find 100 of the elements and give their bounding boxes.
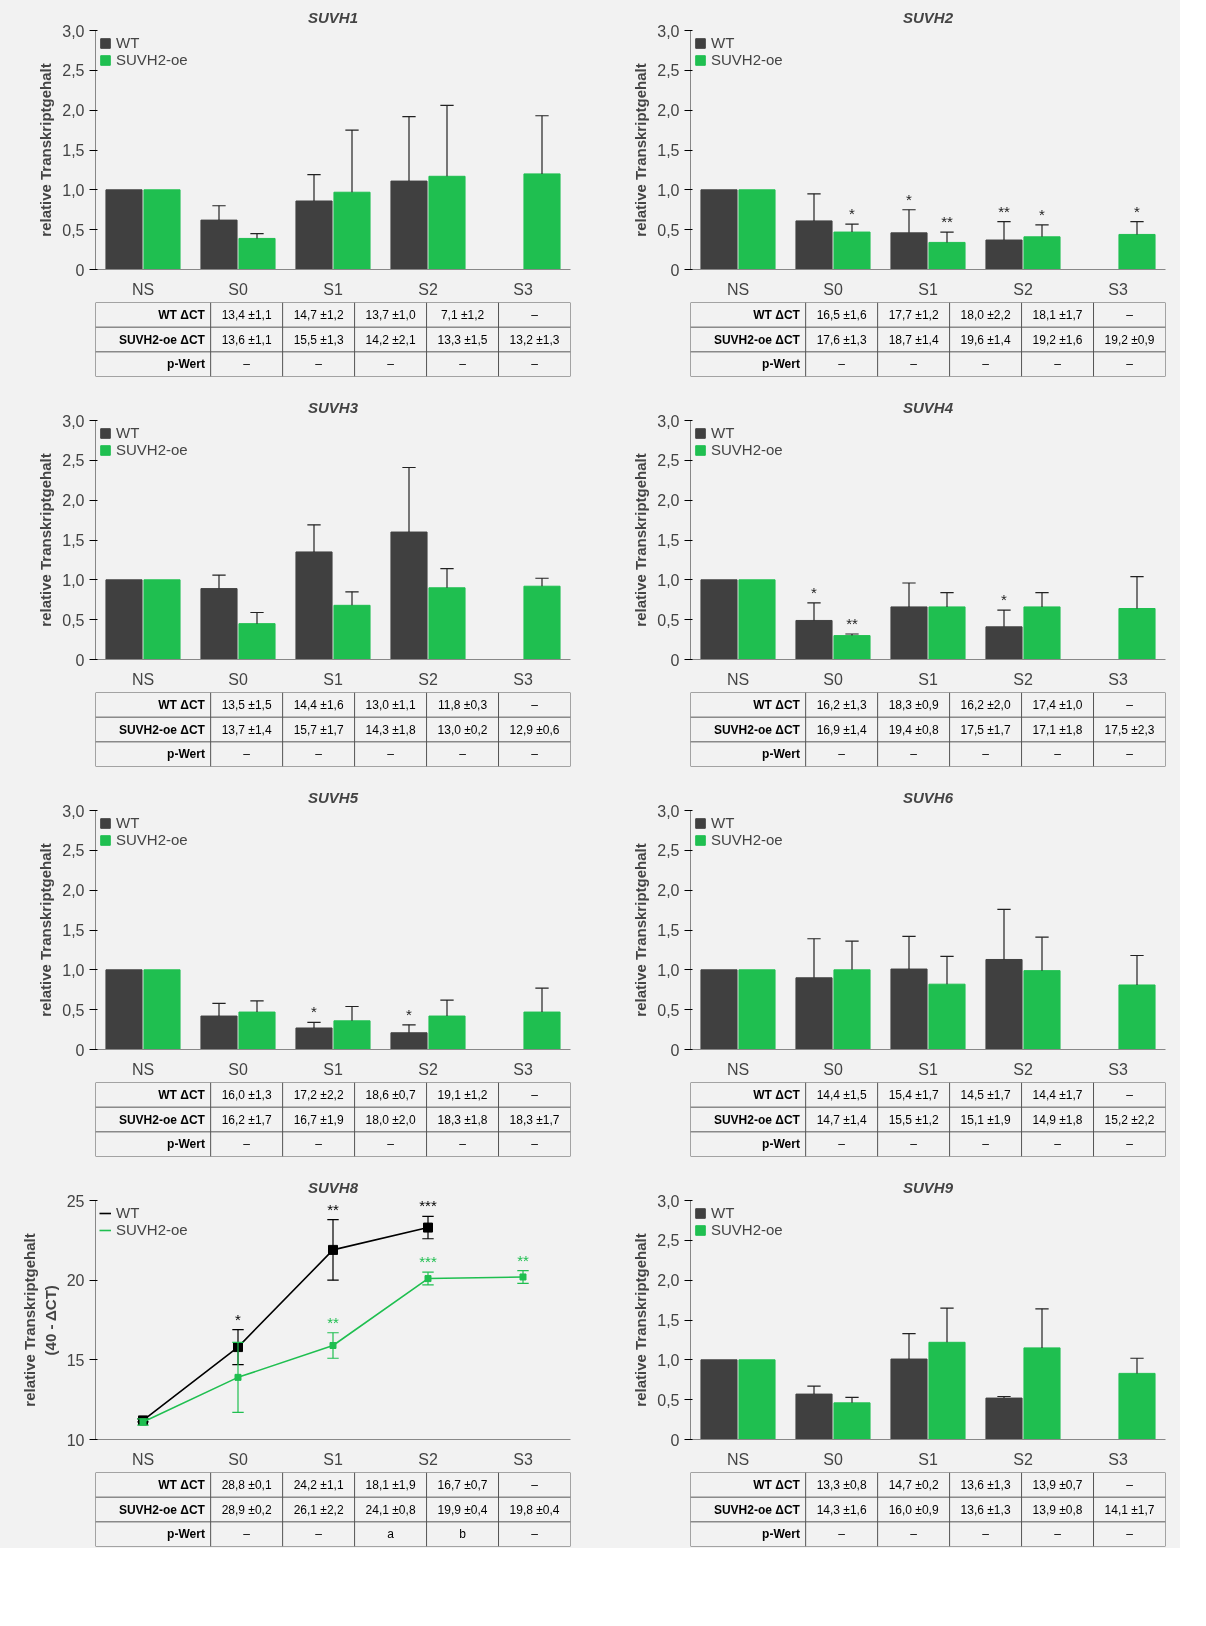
text: – bbox=[459, 747, 467, 762]
text: 14,4 ±1,6 bbox=[293, 697, 344, 712]
y-tick-label: 1,5 bbox=[62, 922, 85, 939]
y-tick-label: 0,5 bbox=[62, 221, 85, 239]
x-tick-label: S2 bbox=[1013, 1060, 1033, 1078]
y-tick-label: 1,0 bbox=[657, 1351, 680, 1369]
text: 24,2 ±1,1 bbox=[293, 1477, 344, 1492]
legend-label: SUVH2-oe bbox=[116, 441, 188, 458]
data-label: * bbox=[811, 583, 818, 601]
text: 16,2 ±1,7 bbox=[221, 1112, 272, 1127]
text: 13,3 ±1,5 bbox=[437, 332, 488, 347]
x-tick-label: NS bbox=[131, 1450, 155, 1468]
text: 16,5 ±1,6 bbox=[816, 307, 867, 322]
y-tick-label: 2,5 bbox=[62, 62, 85, 80]
y-tick-label: 0 bbox=[670, 1431, 680, 1449]
x-tick-label: S2 bbox=[1013, 1450, 1033, 1468]
text: – bbox=[1126, 697, 1134, 712]
x-tick-label: S0 bbox=[228, 280, 248, 298]
text: 13,5 ±1,5 bbox=[221, 697, 272, 712]
x-tick-label: S3 bbox=[1108, 280, 1128, 298]
text: – bbox=[910, 747, 918, 762]
text: 15,1 ±1,9 bbox=[960, 1112, 1011, 1127]
y-tick-label: 0,5 bbox=[657, 611, 680, 629]
text: – bbox=[982, 1137, 990, 1152]
text: 18,3 ±1,8 bbox=[437, 1112, 488, 1127]
text: SUVH2-oe ΔCT bbox=[118, 722, 206, 737]
y-tick-label: 3,0 bbox=[657, 22, 680, 40]
y-tick-label: 2,0 bbox=[657, 882, 680, 900]
text: p-Wert bbox=[167, 1527, 205, 1542]
text: 12,9 ±0,6 bbox=[509, 722, 560, 737]
text: 13,3 ±0,8 bbox=[816, 1477, 867, 1492]
text: p-Wert bbox=[762, 747, 800, 762]
text: – bbox=[531, 357, 539, 372]
text: – bbox=[838, 1527, 846, 1542]
chart-title: SUVH9 bbox=[902, 1178, 954, 1196]
x-tick-label: S2 bbox=[418, 1060, 438, 1078]
legend-label: WT bbox=[116, 814, 140, 831]
text: 19,6 ±1,4 bbox=[960, 332, 1011, 347]
text: – bbox=[910, 1137, 918, 1152]
x-tick-label: S3 bbox=[513, 1060, 533, 1078]
legend-label: SUVH2-oe bbox=[711, 831, 783, 848]
text: – bbox=[387, 357, 395, 372]
text: – bbox=[1054, 357, 1062, 372]
y-tick-label: 10 bbox=[66, 1431, 85, 1449]
text: – bbox=[315, 1527, 323, 1542]
y-tick-label: 3,0 bbox=[657, 1192, 680, 1210]
text: p-Wert bbox=[167, 747, 205, 762]
y-tick-label: 2,0 bbox=[657, 492, 680, 510]
chart-title: SUVH8 bbox=[307, 1178, 359, 1196]
y-tick-label: 2,0 bbox=[62, 102, 85, 120]
text: – bbox=[910, 1527, 918, 1542]
text: – bbox=[531, 307, 539, 322]
text: WT ΔCT bbox=[753, 697, 801, 712]
y-tick-label: 0 bbox=[670, 1041, 680, 1059]
x-tick-label: S2 bbox=[418, 1450, 438, 1468]
y-tick-label: 2,0 bbox=[657, 102, 680, 120]
x-tick-label: S0 bbox=[228, 1450, 248, 1468]
text: 28,9 ±0,2 bbox=[221, 1502, 272, 1517]
data-label: ** bbox=[846, 615, 858, 633]
text: 14,3 ±1,6 bbox=[816, 1502, 867, 1517]
y-axis-title: relative Transkriptgehalt bbox=[37, 453, 55, 627]
text: 17,7 ±1,2 bbox=[888, 307, 939, 322]
data-label: ** bbox=[327, 1200, 339, 1218]
x-tick-label: NS bbox=[131, 280, 155, 298]
text: 18,3 ±0,9 bbox=[888, 697, 939, 712]
y-tick-label: 1,5 bbox=[657, 1312, 680, 1329]
legend-label: WT bbox=[116, 1204, 140, 1221]
data-label: ** bbox=[517, 1251, 529, 1269]
text: 18,1 ±1,7 bbox=[1032, 307, 1083, 322]
text: 14,1 ±1,7 bbox=[1104, 1502, 1155, 1517]
text: 26,1 ±2,2 bbox=[293, 1502, 344, 1517]
text: 18,1 ±1,9 bbox=[365, 1477, 416, 1492]
y-tick-label: 0 bbox=[75, 1041, 85, 1059]
chart-title: SUVH4 bbox=[902, 398, 954, 416]
text: 13,9 ±0,8 bbox=[1032, 1502, 1083, 1517]
text: 17,6 ±1,3 bbox=[816, 332, 867, 347]
text: – bbox=[838, 357, 846, 372]
text: SUVH2-oe ΔCT bbox=[713, 1112, 801, 1127]
text: 17,4 ±1,0 bbox=[1032, 697, 1083, 712]
text: 13,0 ±0,2 bbox=[437, 722, 488, 737]
y-tick-label: 1,0 bbox=[62, 571, 85, 589]
legend-label: SUVH2-oe bbox=[116, 1221, 188, 1238]
text: WT ΔCT bbox=[753, 1087, 801, 1102]
y-axis-title: relative Transkriptgehalt bbox=[37, 63, 55, 237]
x-tick-label: S0 bbox=[228, 1060, 248, 1078]
text: 19,4 ±0,8 bbox=[888, 722, 939, 737]
text: – bbox=[387, 1137, 395, 1152]
y-tick-label: 2,5 bbox=[62, 842, 85, 860]
text: – bbox=[838, 747, 846, 762]
y-tick-label: 0 bbox=[670, 261, 680, 279]
text: – bbox=[1126, 1137, 1134, 1152]
text: p-Wert bbox=[762, 1527, 800, 1542]
data-label: ** bbox=[941, 213, 953, 231]
text: – bbox=[243, 747, 251, 762]
y-tick-label: 0,5 bbox=[657, 221, 680, 239]
text: SUVH2-oe ΔCT bbox=[118, 1112, 206, 1127]
text: b bbox=[459, 1527, 467, 1542]
text: WT ΔCT bbox=[158, 1477, 206, 1492]
text: 28,8 ±0,1 bbox=[221, 1477, 272, 1492]
text: WT ΔCT bbox=[158, 307, 206, 322]
